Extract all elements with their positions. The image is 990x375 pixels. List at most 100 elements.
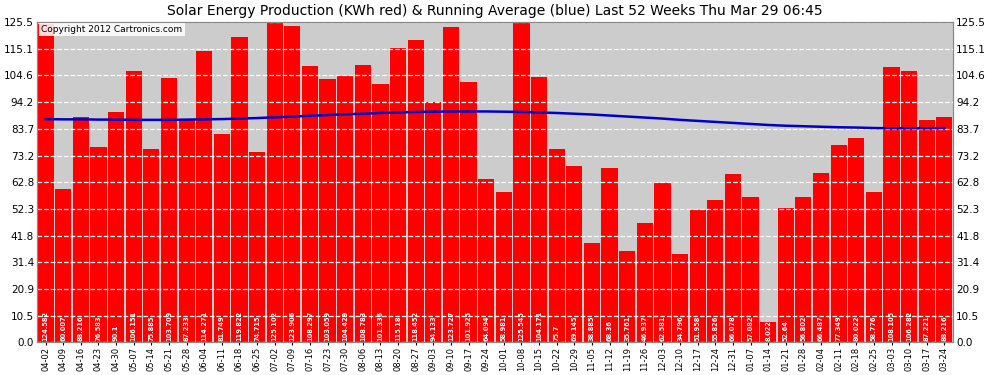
- Bar: [919, 120, 935, 342]
- Text: 125.102: 125.102: [271, 311, 278, 341]
- Text: 88.216: 88.216: [941, 315, 947, 341]
- Text: 62.581: 62.581: [659, 316, 665, 341]
- Text: 88.216: 88.216: [78, 315, 84, 341]
- Bar: [126, 72, 142, 342]
- Text: 51.958: 51.958: [695, 316, 701, 341]
- Bar: [478, 179, 494, 342]
- Bar: [178, 120, 195, 342]
- Text: 114.271: 114.271: [201, 311, 207, 341]
- Bar: [637, 223, 652, 342]
- Text: 124.582: 124.582: [43, 311, 49, 341]
- Bar: [161, 78, 177, 342]
- Bar: [302, 66, 318, 342]
- Text: 46.937: 46.937: [642, 315, 647, 341]
- Bar: [249, 152, 265, 342]
- Text: 68.36: 68.36: [607, 320, 613, 341]
- Text: 55.826: 55.826: [712, 316, 719, 341]
- Text: 103.059: 103.059: [325, 311, 331, 341]
- Bar: [742, 197, 758, 342]
- Bar: [284, 26, 300, 342]
- Bar: [408, 40, 424, 342]
- Text: 34.796: 34.796: [677, 315, 683, 341]
- Bar: [831, 145, 846, 342]
- Bar: [232, 37, 248, 342]
- Bar: [496, 192, 512, 342]
- Bar: [690, 210, 706, 342]
- Bar: [73, 117, 89, 342]
- Bar: [883, 66, 900, 342]
- Bar: [144, 149, 159, 342]
- Text: 66.078: 66.078: [730, 315, 736, 341]
- Bar: [866, 192, 882, 342]
- Bar: [196, 51, 212, 342]
- Text: 60.007: 60.007: [60, 315, 66, 341]
- Text: 101.336: 101.336: [377, 311, 383, 341]
- Bar: [725, 174, 741, 342]
- Text: 90.1: 90.1: [113, 325, 119, 341]
- Text: 119.822: 119.822: [237, 311, 243, 341]
- Bar: [813, 173, 829, 342]
- Text: 123.906: 123.906: [289, 311, 295, 341]
- Bar: [707, 200, 724, 342]
- Bar: [672, 254, 688, 342]
- Bar: [531, 76, 547, 342]
- Text: 69.145: 69.145: [571, 316, 577, 341]
- Bar: [390, 48, 406, 342]
- Bar: [460, 82, 476, 342]
- Bar: [937, 117, 952, 342]
- Bar: [108, 112, 124, 342]
- Text: 87.221: 87.221: [924, 315, 930, 341]
- Text: 106.151: 106.151: [131, 311, 137, 341]
- Bar: [760, 322, 776, 342]
- Text: 75.885: 75.885: [148, 316, 154, 341]
- Bar: [214, 134, 230, 342]
- Text: 94.133: 94.133: [431, 315, 437, 341]
- Text: 77.349: 77.349: [836, 315, 842, 341]
- Bar: [566, 166, 582, 342]
- Text: 87.233: 87.233: [183, 315, 190, 341]
- Text: 118.452: 118.452: [413, 311, 419, 341]
- Bar: [619, 251, 636, 342]
- Text: 101.925: 101.925: [465, 311, 471, 341]
- Bar: [338, 76, 353, 342]
- Bar: [795, 198, 812, 342]
- Text: 115.18: 115.18: [395, 316, 401, 341]
- Bar: [320, 80, 336, 342]
- Bar: [426, 102, 442, 342]
- Bar: [901, 71, 917, 342]
- Text: 106.282: 106.282: [906, 311, 912, 341]
- Bar: [778, 208, 794, 342]
- Text: 58.776: 58.776: [871, 316, 877, 341]
- Bar: [372, 84, 388, 342]
- Bar: [354, 65, 371, 342]
- Text: 74.715: 74.715: [254, 316, 260, 341]
- Text: 8.022: 8.022: [765, 320, 771, 341]
- Text: 75.7: 75.7: [553, 325, 559, 341]
- Text: 38.885: 38.885: [589, 316, 595, 341]
- Bar: [55, 189, 71, 342]
- Text: 108.297: 108.297: [307, 311, 313, 341]
- Text: 35.761: 35.761: [624, 316, 631, 341]
- Bar: [514, 22, 530, 342]
- Bar: [848, 138, 864, 342]
- Text: 66.487: 66.487: [818, 315, 824, 341]
- Title: Solar Energy Production (KWh red) & Running Average (blue) Last 52 Weeks Thu Mar: Solar Energy Production (KWh red) & Runn…: [167, 4, 823, 18]
- Text: 104.429: 104.429: [343, 311, 348, 341]
- Text: Copyright 2012 Cartronics.com: Copyright 2012 Cartronics.com: [42, 26, 182, 34]
- Text: 108.105: 108.105: [888, 311, 895, 341]
- Text: 108.783: 108.783: [359, 311, 366, 341]
- Text: 123.727: 123.727: [447, 311, 454, 341]
- Text: 52.64: 52.64: [783, 320, 789, 341]
- Text: 80.022: 80.022: [853, 315, 859, 341]
- Text: 81.749: 81.749: [219, 315, 225, 341]
- Bar: [654, 183, 670, 342]
- Bar: [548, 149, 564, 342]
- Text: 58.981: 58.981: [501, 316, 507, 341]
- Bar: [90, 147, 107, 342]
- Bar: [266, 23, 283, 342]
- Bar: [602, 168, 618, 342]
- Text: 104.171: 104.171: [536, 311, 543, 341]
- Text: 125.545: 125.545: [519, 311, 525, 341]
- Bar: [584, 243, 600, 342]
- Text: 103.709: 103.709: [166, 311, 172, 341]
